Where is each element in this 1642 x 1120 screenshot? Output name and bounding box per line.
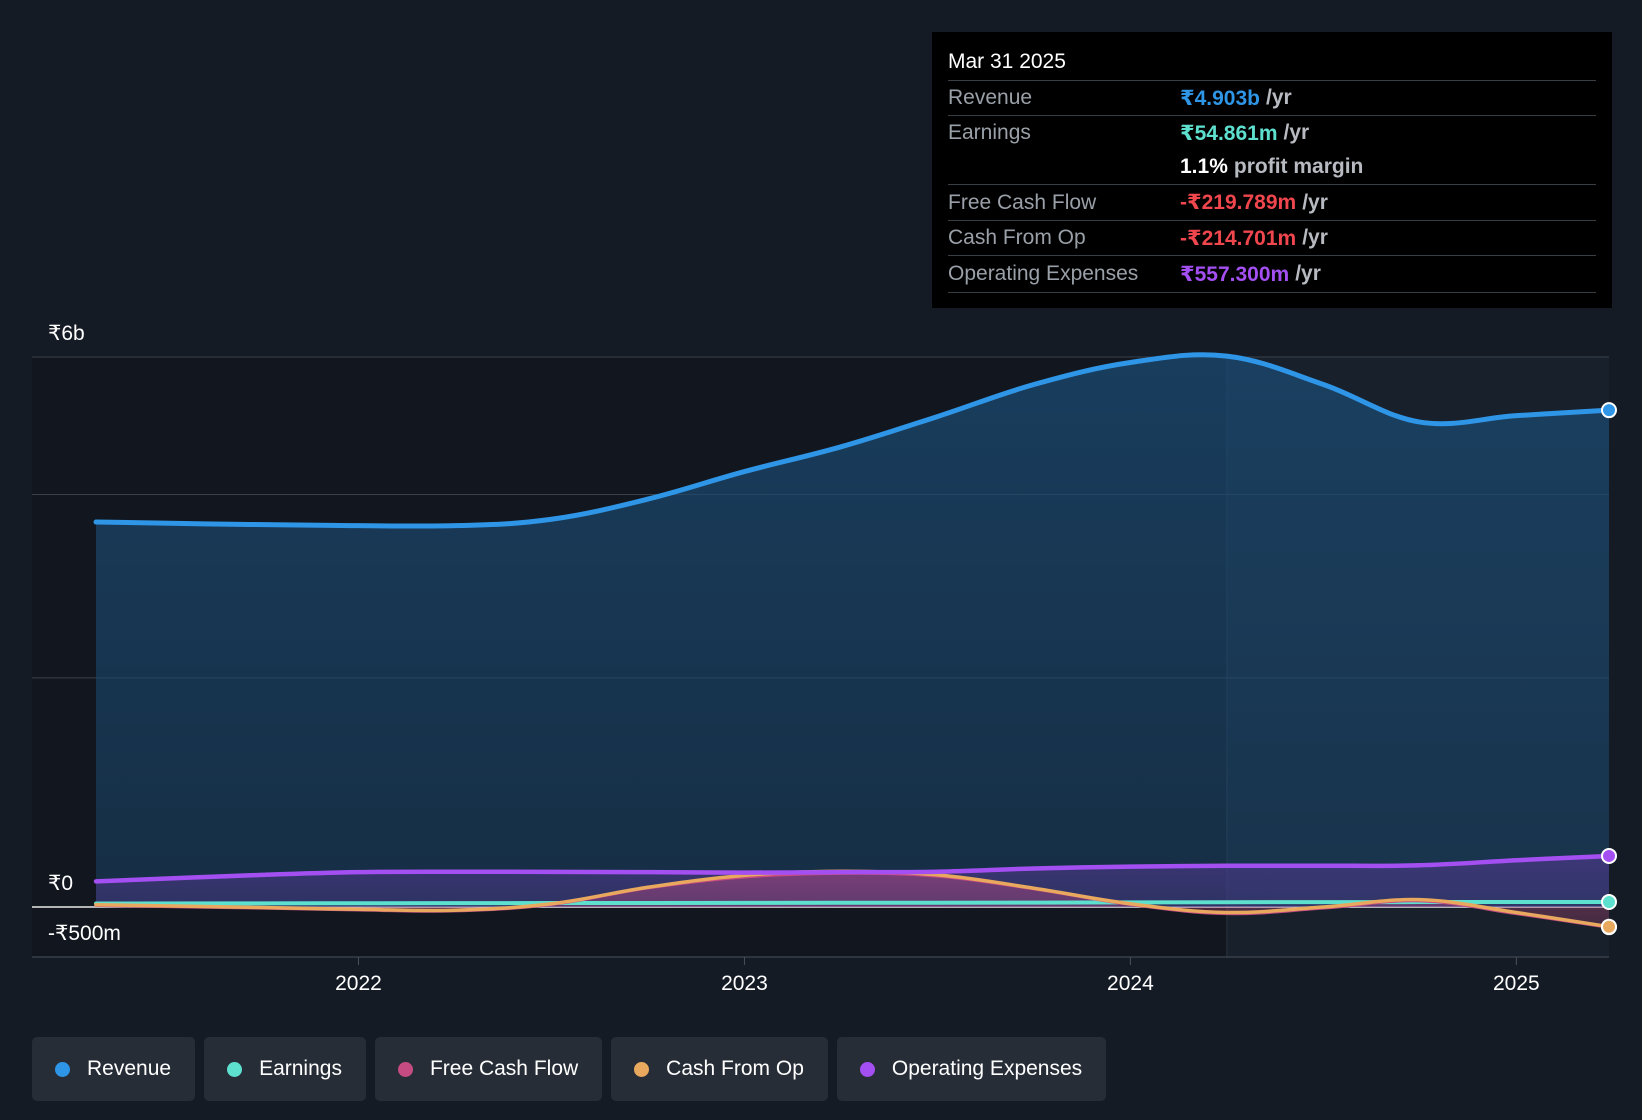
legend-dot-icon — [859, 1061, 875, 1077]
tooltip-date: Mar 31 2025 — [948, 46, 1596, 81]
profit-margin-value: 1.1% — [1180, 155, 1228, 178]
x-tick-label: 2022 — [335, 972, 382, 995]
profit-margin-text: profit margin — [1233, 155, 1364, 178]
tooltip-row-free-cash-flow: Free Cash Flow -₹219.789m /yr — [948, 185, 1596, 221]
tooltip-value: ₹557.300m — [1180, 262, 1290, 286]
legend: Revenue Earnings Free Cash Flow Cash Fro… — [32, 1037, 1107, 1101]
x-tick-label: 2025 — [1493, 972, 1540, 995]
tooltip-row-earnings: Earnings ₹54.861m /yr — [948, 116, 1596, 150]
tooltip-label: Operating Expenses — [948, 262, 1139, 285]
tooltip-unit: /yr — [1283, 121, 1310, 144]
tooltip-label: Earnings — [948, 121, 1031, 144]
tooltip-unit: /yr — [1266, 86, 1292, 109]
cash-from-op-endpoint — [1601, 918, 1617, 935]
revenue-line — [93, 352, 1612, 529]
free-cash-flow-area — [96, 873, 1609, 928]
tooltip-unit: /yr — [1302, 226, 1328, 249]
tooltip-value: ₹4.903b — [1180, 86, 1260, 110]
legend-item-free-cash-flow[interactable]: Free Cash Flow — [374, 1037, 603, 1101]
tooltip-row-operating-expenses: Operating Expenses ₹557.300m /yr — [948, 256, 1596, 293]
x-tick-label: 2023 — [721, 972, 768, 995]
operating-expenses-line — [93, 853, 1612, 884]
tooltip-row-profit-margin: 1.1% profit margin — [948, 150, 1596, 185]
legend-label: Revenue — [87, 1057, 172, 1080]
tooltip-label: Free Cash Flow — [948, 190, 1097, 214]
legend-label: Free Cash Flow — [429, 1057, 579, 1080]
tooltip-label: Revenue — [948, 86, 1033, 109]
tooltip-unit: /yr — [1295, 262, 1321, 285]
legend-dot-icon — [397, 1061, 413, 1077]
legend-item-earnings[interactable]: Earnings — [204, 1037, 366, 1101]
operating-expenses-endpoint — [1601, 847, 1617, 864]
revenue-endpoint — [1601, 402, 1617, 419]
y-label-zero: ₹0 — [48, 872, 73, 895]
x-tick-label: 2024 — [1107, 972, 1154, 995]
legend-label: Earnings — [259, 1057, 342, 1080]
y-label-bottom: -₹500m — [48, 922, 121, 945]
tooltip-unit: /yr — [1302, 190, 1328, 214]
legend-label: Cash From Op — [666, 1057, 804, 1080]
earnings-endpoint — [1601, 893, 1617, 910]
tooltip-value: -₹219.789m — [1180, 191, 1297, 214]
legend-item-operating-expenses[interactable]: Operating Expenses — [836, 1037, 1107, 1101]
legend-item-revenue[interactable]: Revenue — [32, 1037, 196, 1101]
legend-dot-icon — [227, 1061, 243, 1077]
legend-dot-icon — [55, 1061, 70, 1077]
revenue-area — [96, 354, 1609, 907]
y-label-top: ₹6b — [48, 322, 85, 345]
tooltip-row-cash-from-op: Cash From Op -₹214.701m /yr — [948, 221, 1596, 256]
tooltip: Mar 31 2025 Revenue ₹4.903b /yr Earnings… — [932, 32, 1612, 308]
legend-label: Operating Expenses — [891, 1057, 1083, 1080]
tooltip-row-revenue: Revenue ₹4.903b /yr — [948, 81, 1596, 116]
legend-dot-icon — [634, 1061, 650, 1077]
legend-item-cash-from-op[interactable]: Cash From Op — [611, 1037, 828, 1101]
tooltip-label: Cash From Op — [948, 226, 1086, 249]
tooltip-value: ₹54.861m — [1180, 121, 1278, 145]
tooltip-value: -₹214.701m — [1180, 226, 1297, 250]
